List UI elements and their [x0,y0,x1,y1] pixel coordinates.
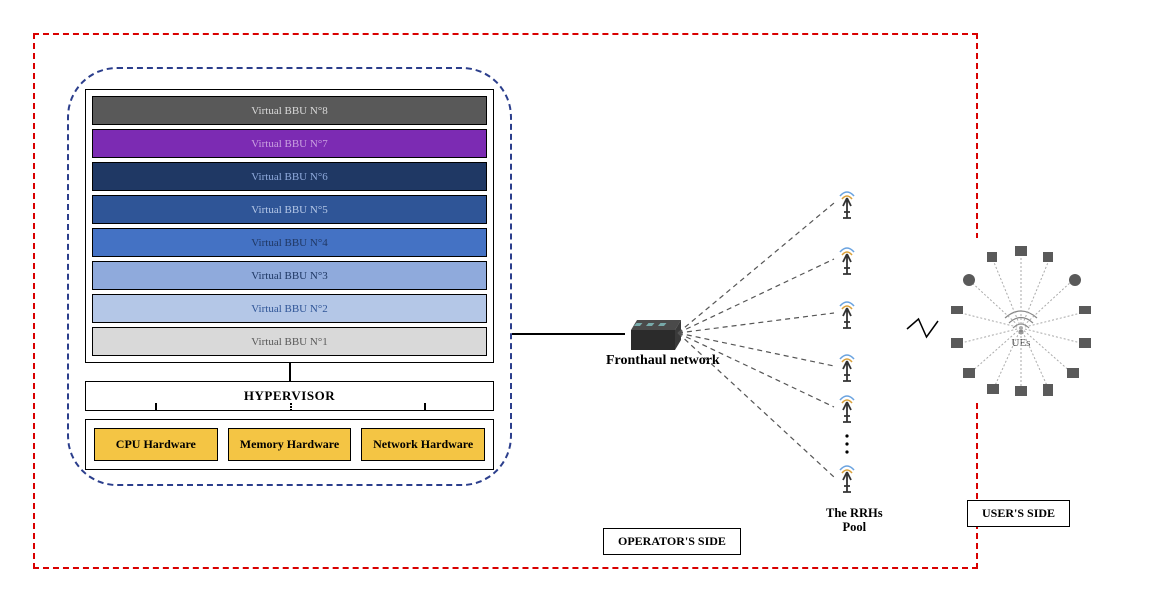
hardware-box: Network Hardware [361,428,485,461]
ue-cluster: UEs [945,238,1097,400]
virtual-bbu-bar: Virtual BBU N°3 [92,261,487,290]
connector-hw-2 [290,403,292,411]
virtual-bbu-stack: Virtual BBU N°8 Virtual BBU N°7 Virtual BB… [85,89,494,363]
virtual-bbu-bar: Virtual BBU N°6 [92,162,487,191]
connector-hw-1 [155,403,157,411]
virtual-bbu-bar: Virtual BBU N°5 [92,195,487,224]
virtual-bbu-bar: Virtual BBU N°8 [92,96,487,125]
virtual-bbu-bar: Virtual BBU N°4 [92,228,487,257]
rrh-pool-label-line1: The RRHs [826,506,883,520]
connector-stem-top [289,363,291,381]
hardware-row: CPU Hardware Memory Hardware Network Hardw… [85,419,494,470]
bbu-pool-container: Virtual BBU N°8 Virtual BBU N°7 Virtual BB… [67,67,512,486]
operator-side-label: OPERATOR'S SIDE [603,528,741,555]
user-side-label: USER'S SIDE [967,500,1070,527]
virtual-bbu-bar: Virtual BBU N°1 [92,327,487,356]
ue-cluster-svg: UEs [945,238,1097,400]
hardware-box: CPU Hardware [94,428,218,461]
fronthaul-network-label: Fronthaul network [606,353,720,369]
virtual-bbu-bar: Virtual BBU N°7 [92,129,487,158]
virtual-bbu-bar: Virtual BBU N°2 [92,294,487,323]
rrh-pool-label-line2: Pool [843,520,867,534]
connector-hw-3 [424,403,426,411]
rrh-pool-label: The RRHs Pool [826,507,883,535]
hardware-box: Memory Hardware [228,428,352,461]
